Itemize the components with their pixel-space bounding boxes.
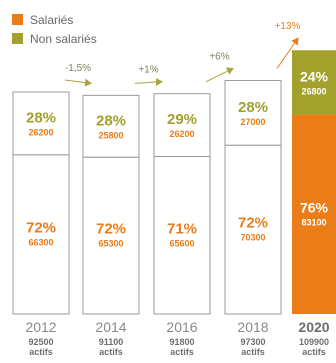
value-label-salaries: 65300	[98, 239, 123, 249]
bar-segment-non-salaries	[224, 79, 282, 146]
growth-arrow	[134, 78, 163, 87]
bar-segment-non-salaries	[82, 94, 140, 158]
percent-label-non-salaries: 24%	[300, 68, 329, 84]
total-label: 97300	[240, 337, 265, 347]
value-label-non-salaries: 26800	[301, 86, 326, 96]
percent-label-salaries: 72%	[238, 215, 268, 232]
legend-swatch-salaries	[12, 14, 23, 25]
growth-label: +1%	[138, 65, 158, 76]
bar-segment-salaries	[292, 114, 336, 314]
year-label: 2016	[166, 319, 197, 335]
legend-swatch-non-salaries	[12, 33, 23, 44]
percent-label-salaries: 71%	[167, 220, 197, 237]
year-label: 2014	[95, 319, 126, 335]
bar-segment-non-salaries	[292, 50, 336, 115]
value-label-salaries: 65600	[169, 238, 194, 248]
legend-item-salaries: Salariés	[12, 10, 97, 29]
percent-label-non-salaries: 28%	[238, 99, 268, 116]
bar-segment-non-salaries	[12, 91, 70, 156]
growth-arrow	[64, 78, 92, 87]
year-label: 2012	[25, 319, 56, 335]
total-unit-label: actifs	[29, 347, 53, 357]
bar-segment-non-salaries	[153, 93, 211, 158]
bar-segment-salaries	[153, 156, 211, 315]
growth-arrow	[205, 67, 234, 83]
total-label: 109900	[299, 337, 329, 347]
value-label-non-salaries: 26200	[169, 129, 194, 139]
bar-segment-salaries	[82, 156, 140, 315]
value-label-salaries: 66300	[28, 237, 53, 247]
total-label: 91100	[99, 337, 124, 347]
legend-item-non-salaries: Non salariés	[12, 29, 97, 48]
total-unit-label: actifs	[99, 347, 123, 357]
total-unit-label: actifs	[302, 347, 326, 357]
legend-label-non-salaries: Non salariés	[30, 31, 97, 46]
bar-segment-salaries	[224, 144, 282, 315]
percent-label-non-salaries: 29%	[167, 111, 197, 128]
growth-arrow	[276, 37, 299, 69]
percent-label-salaries: 72%	[26, 219, 56, 236]
year-label: 2018	[237, 319, 268, 335]
percent-label-non-salaries: 28%	[26, 109, 56, 126]
growth-label: +13%	[275, 21, 301, 32]
percent-label-non-salaries: 28%	[96, 112, 126, 129]
value-label-non-salaries: 26200	[28, 127, 53, 137]
percent-label-salaries: 76%	[300, 199, 329, 215]
total-unit-label: actifs	[170, 347, 194, 357]
legend-label-salaries: Salariés	[30, 12, 74, 27]
growth-label: +6%	[209, 51, 229, 62]
bar-segment-salaries	[12, 154, 70, 315]
legend: Salariés Non salariés	[12, 10, 97, 48]
value-label-salaries: 83100	[301, 217, 326, 227]
value-label-non-salaries: 25800	[98, 130, 123, 140]
total-label: 91800	[169, 337, 194, 347]
percent-label-salaries: 72%	[96, 221, 126, 238]
year-label: 2020	[298, 319, 329, 335]
value-label-non-salaries: 27000	[240, 117, 265, 127]
value-label-salaries: 70300	[240, 233, 265, 243]
total-label: 92500	[28, 337, 53, 347]
growth-label: -1,5%	[65, 63, 91, 74]
total-unit-label: actifs	[241, 347, 265, 357]
